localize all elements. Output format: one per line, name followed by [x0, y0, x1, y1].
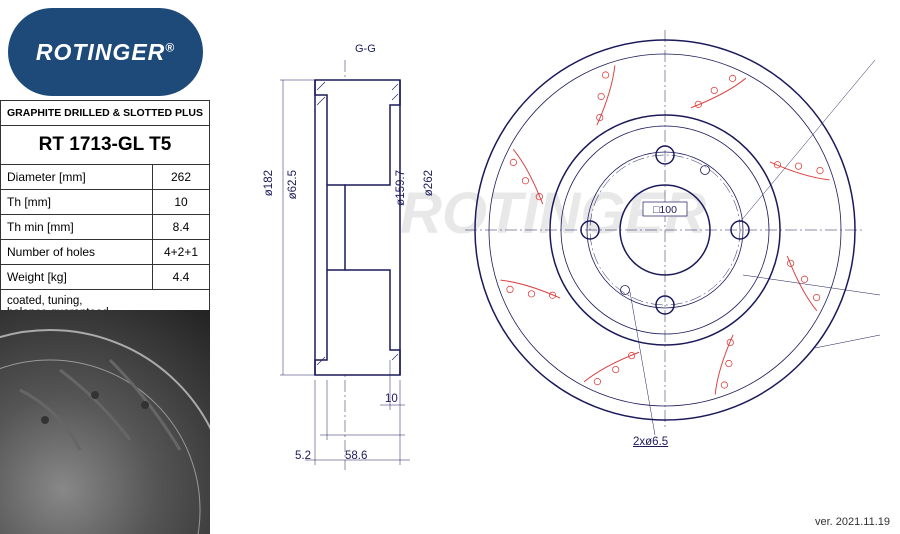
spec-label: Number of holes [1, 240, 153, 264]
spec-value: 4+2+1 [153, 240, 209, 264]
spec-value: 262 [153, 165, 209, 189]
spec-label: Th [mm] [1, 190, 153, 214]
product-type: GRAPHITE DRILLED & SLOTTED PLUS [0, 100, 210, 126]
spec-table: GRAPHITE DRILLED & SLOTTED PLUS RT 1713-… [0, 100, 210, 325]
dim-d62: ø62.5 [287, 170, 299, 199]
spec-row: Weight [kg]4.4 [0, 265, 210, 290]
brand-logo: ROTINGER® [8, 8, 203, 96]
spec-value: 8.4 [153, 215, 209, 239]
spec-row: Diameter [mm]262 [0, 165, 210, 190]
spec-row: Number of holes4+2+1 [0, 240, 210, 265]
spec-label: Th min [mm] [1, 215, 153, 239]
spec-label: Diameter [mm] [1, 165, 153, 189]
callout-small: 2xø6.5 [633, 436, 668, 448]
spec-value: 4.4 [153, 265, 209, 289]
dim-10: 10 [385, 393, 398, 405]
tech-drawing: G-G [215, 0, 900, 534]
dim-5-2: 5.2 [295, 450, 311, 462]
dim-d182: ø182 [263, 170, 275, 196]
logo-text: ROTINGER® [36, 39, 175, 66]
front-view: □100 4xø12.5 ø149.5 ø10 2xø6.5 [455, 20, 875, 440]
product-photo [0, 310, 210, 534]
part-number: RT 1713-GL T5 [0, 126, 210, 165]
spec-row: Th min [mm]8.4 [0, 215, 210, 240]
spec-label: Weight [kg] [1, 265, 153, 289]
section-view: G-G [245, 40, 405, 460]
section-label: G-G [355, 43, 376, 55]
dim-d159: ø159.7 [395, 170, 407, 206]
dim-d262: ø262 [423, 170, 435, 196]
dim-58-6: 58.6 [345, 450, 367, 462]
spec-row: Th [mm]10 [0, 190, 210, 215]
version: ver. 2021.11.19 [815, 516, 890, 528]
spec-value: 10 [153, 190, 209, 214]
svg-text:□100: □100 [653, 204, 677, 216]
